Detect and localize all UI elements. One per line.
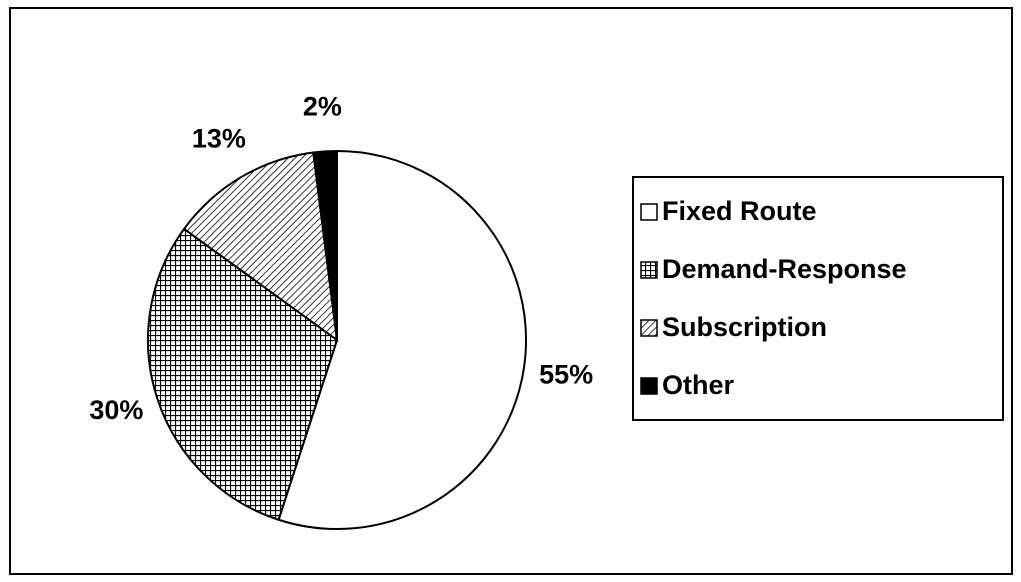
data-label: 55% xyxy=(539,359,593,389)
frame xyxy=(9,7,1013,575)
pie-slice xyxy=(147,227,339,522)
legend-marker xyxy=(640,319,658,337)
legend-label: Subscription xyxy=(662,312,827,342)
data-label: 2% xyxy=(303,92,342,122)
legend-box xyxy=(632,176,1004,421)
legend-label: Demand-Response xyxy=(662,254,907,284)
pie-slice xyxy=(312,149,338,341)
legend-label: Other xyxy=(662,370,735,400)
data-label: 30% xyxy=(89,395,143,425)
legend-marker xyxy=(640,261,658,279)
pie-slice xyxy=(182,151,339,343)
data-label: 13% xyxy=(192,123,246,153)
legend-marker xyxy=(640,203,658,221)
legend-label: Fixed Route xyxy=(662,196,817,226)
pie-slice xyxy=(277,149,527,530)
legend-marker xyxy=(640,377,658,395)
